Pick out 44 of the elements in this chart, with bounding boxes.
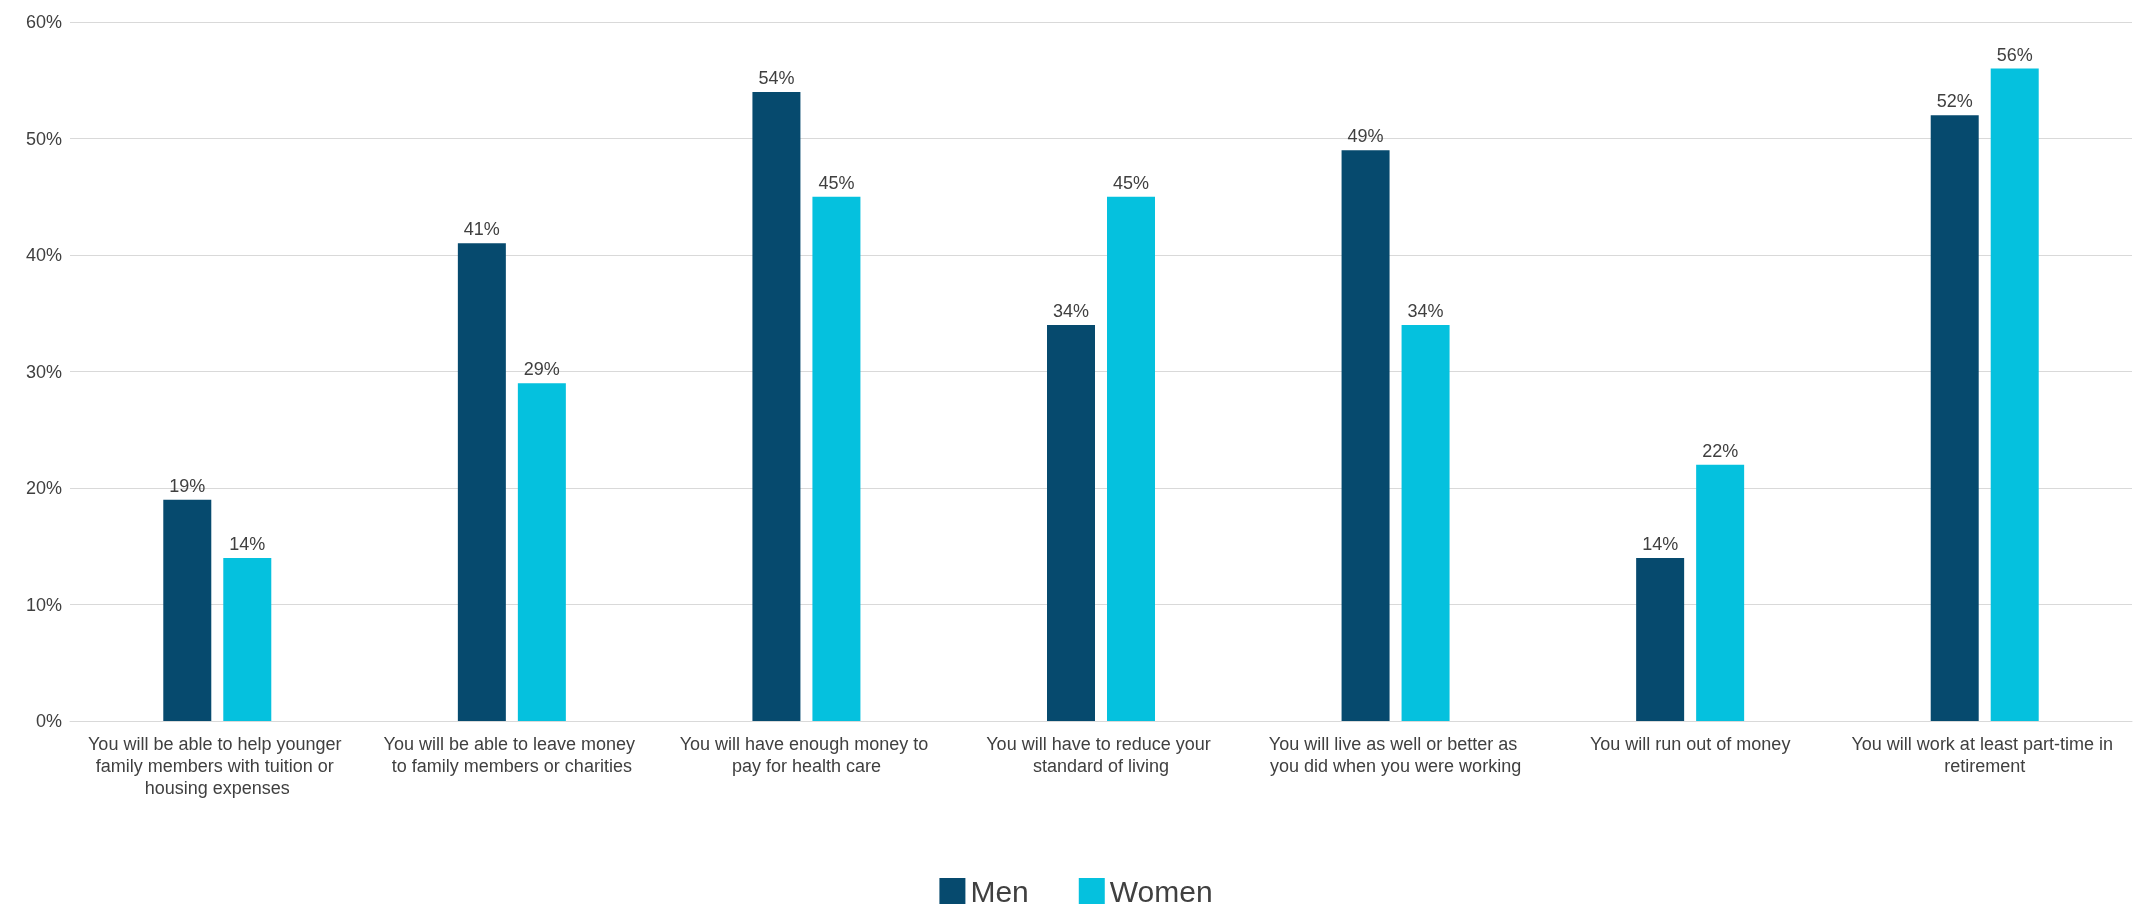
data-label: 45% <box>1112 172 1150 193</box>
bar <box>1930 115 1979 721</box>
data-label: 49% <box>1347 126 1384 147</box>
legend-label: Men <box>970 874 1029 908</box>
data-label: 29% <box>523 359 560 380</box>
y-tick-label: 20% <box>25 478 62 498</box>
bar <box>457 243 506 721</box>
y-tick-label: 30% <box>25 361 62 382</box>
data-label: 14% <box>1642 533 1679 554</box>
x-tick-label: You will work at least part-time in retirement <box>1851 734 2118 776</box>
data-label: 34% <box>1052 300 1090 321</box>
x-tick-label: You will have enough money to pay for health care <box>679 734 934 776</box>
y-tick-label: 0% <box>35 711 62 731</box>
data-label: 34% <box>1407 300 1444 321</box>
bar <box>752 91 801 721</box>
x-tick-label: You will be able to help younger family members with tuition or housing expenses <box>88 734 347 798</box>
data-label: 54% <box>758 67 795 88</box>
bar <box>163 499 212 721</box>
bar <box>1401 324 1450 721</box>
data-label: 19% <box>169 475 206 496</box>
bar <box>1990 68 2039 721</box>
bar <box>223 557 272 721</box>
bar <box>1047 324 1095 721</box>
data-label: 52% <box>1936 91 1973 112</box>
bar <box>1341 150 1390 721</box>
data-label: 41% <box>463 219 500 240</box>
x-tick-label: You will live as well or better as you did when you were working <box>1268 734 1523 776</box>
bar <box>1696 464 1745 721</box>
x-tick-label: You will run out of money <box>1589 734 1791 754</box>
x-tick-label: You will be able to leave money to family members or charities <box>383 734 641 776</box>
bar <box>1636 557 1685 721</box>
y-tick-label: 60% <box>25 12 62 32</box>
y-tick-label: 50% <box>25 128 62 149</box>
data-label: 22% <box>1702 440 1739 461</box>
bar <box>1107 196 1155 721</box>
y-tick-label: 40% <box>25 245 62 265</box>
legend-label: Women <box>1109 874 1213 908</box>
data-label: 14% <box>229 533 266 554</box>
bar <box>812 196 861 721</box>
data-label: 56% <box>1996 44 2033 65</box>
data-label: 45% <box>818 172 855 193</box>
x-tick-label: You will have to reduce your standard of living <box>986 734 1216 776</box>
y-tick-label: 10% <box>25 594 62 615</box>
bar <box>517 383 566 721</box>
